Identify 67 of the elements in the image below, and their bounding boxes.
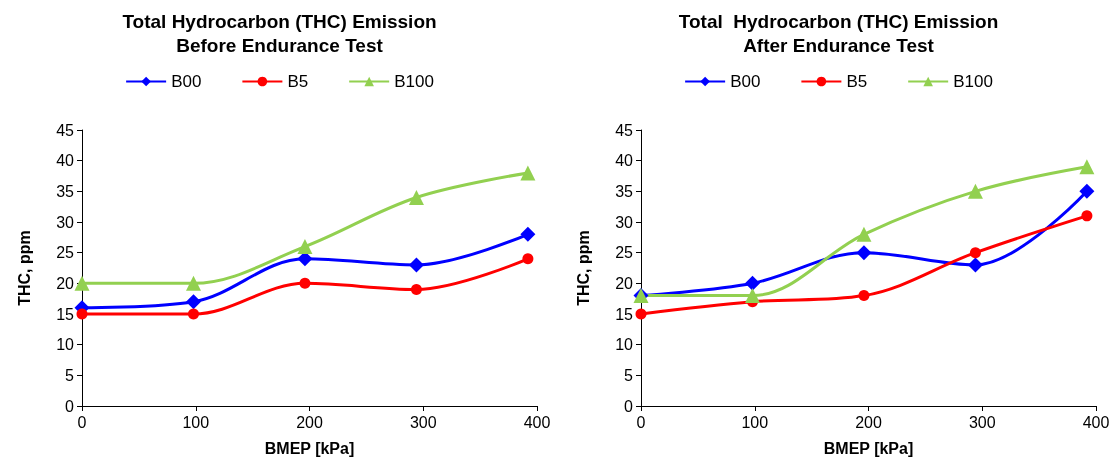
point [185,294,201,310]
y-tick-label: 5 [624,366,634,384]
point [858,290,870,302]
x-tick-label: 300 [968,413,996,431]
y-tick-label: 25 [56,244,75,262]
legend-label: B00 [730,72,761,91]
x-axis-title: BMEP [kPa] [823,439,914,457]
y-axis-title: THC, ppm [15,230,33,306]
x-tick-label: 100 [741,413,769,431]
y-tick-label: 20 [56,274,75,292]
point [522,253,534,265]
y-tick-label: 5 [65,366,75,384]
point [408,189,424,205]
point [408,257,424,273]
point [856,226,872,242]
point [1079,183,1095,199]
point [967,257,983,273]
point [635,308,647,320]
point [76,308,88,320]
point [856,245,872,261]
y-tick-label: 45 [56,121,75,139]
y-tick-label: 10 [615,336,634,354]
x-tick-label: 200 [296,413,323,431]
point [969,247,981,259]
y-tick-label: 0 [65,397,75,415]
y-tick-label: 15 [615,305,634,323]
point [520,226,536,242]
y-tick-label: 20 [615,274,634,292]
point [299,277,311,289]
y-tick-label: 45 [615,121,634,139]
y-tick-label: 25 [615,244,634,262]
point [1079,159,1095,175]
point [744,275,760,291]
point [297,239,313,255]
chart-title: Total Hydrocarbon (THC) Emission After Endurance Test [678,10,999,56]
point [187,308,199,320]
y-tick-label: 15 [56,305,75,323]
point [967,183,983,199]
y-tick-label: 35 [56,182,75,200]
x-tick-label: 0 [77,413,87,431]
legend-label: B100 [953,72,993,91]
y-tick-label: 35 [615,182,634,200]
point [185,275,201,291]
legend-label: B100 [394,72,434,91]
x-tick-label: 300 [409,413,437,431]
point [410,283,422,295]
legend-label: B5 [846,72,868,91]
y-tick-label: 40 [615,152,634,170]
point [520,165,536,181]
y-tick-label: 30 [615,213,634,231]
x-tick-label: 100 [182,413,210,431]
chart-title: Total Hydrocarbon (THC) Emission Before Endurance Test [122,10,437,56]
y-tick-label: 10 [56,336,75,354]
point [74,275,90,291]
y-tick-label: 0 [624,397,634,415]
x-axis-title: BMEP [kPa] [264,439,355,457]
legend-label: B00 [171,72,202,91]
y-axis-title: THC, ppm [574,230,592,306]
point [1081,210,1093,222]
x-tick-label: 400 [523,413,551,431]
x-tick-label: 400 [1082,413,1110,431]
x-tick-label: 0 [636,413,646,431]
y-tick-label: 40 [56,152,75,170]
y-tick-label: 30 [56,213,75,231]
legend-label: B5 [287,72,309,91]
point [744,288,760,304]
x-tick-label: 200 [855,413,882,431]
